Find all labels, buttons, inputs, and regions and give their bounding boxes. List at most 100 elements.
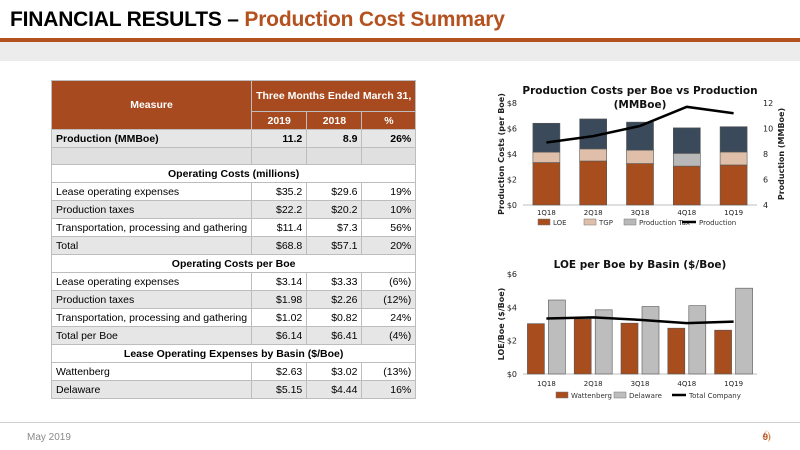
y-tick-label: $2 <box>507 337 517 346</box>
cell-2019: $68.8 <box>251 236 308 255</box>
y2-axis-label: Production (MMBoe) <box>777 108 786 200</box>
cell-2018: $29.6 <box>306 182 363 201</box>
y-tick-label: $4 <box>507 303 517 312</box>
table-row: Wattenberg $2.63 $3.02 (13%) <box>50 362 417 381</box>
row-label: Delaware <box>50 380 253 399</box>
legend-label: Delaware <box>629 392 662 400</box>
y2-tick-label: 12 <box>763 99 773 108</box>
spacer-row <box>50 147 417 165</box>
header-band <box>0 42 800 61</box>
chart1-title: Production Costs per Boe vs Production (… <box>522 85 758 111</box>
cell-2019: $3.14 <box>251 272 308 291</box>
legend-label: TGP <box>598 219 613 227</box>
bar <box>735 287 753 375</box>
bar <box>620 322 639 375</box>
y-tick-label: $2 <box>507 176 517 185</box>
x-tick-label: 2Q18 <box>584 209 603 217</box>
row-label: Lease operating expenses <box>50 182 253 201</box>
table-row: Transportation, processing and gathering… <box>50 308 417 327</box>
cell-2018: $20.2 <box>306 200 363 219</box>
row-label: Production (MMBoe) <box>50 129 253 148</box>
cell-2018: $7.3 <box>306 218 363 237</box>
title-accent: Production Cost Summary <box>244 8 505 31</box>
cell-2019: $35.2 <box>251 182 308 201</box>
row-label: Wattenberg <box>50 362 253 381</box>
bar <box>548 299 566 375</box>
bar-segment <box>719 126 748 153</box>
cell-pct: 20% <box>361 236 417 255</box>
x-tick-label: 1Q18 <box>537 209 556 217</box>
cell-pct: (13%) <box>361 362 417 381</box>
legend-label: LOE <box>553 219 567 227</box>
bar-segment <box>532 122 561 153</box>
y-tick-label: $0 <box>507 370 517 379</box>
table-row: Transportation, processing and gathering… <box>50 218 417 237</box>
legend-swatch <box>555 391 569 399</box>
chart2-title: LOE per Boe by Basin ($/Boe) <box>553 259 727 271</box>
cell-pct: 16% <box>361 380 417 399</box>
cell-pct: 56% <box>361 218 417 237</box>
bar-segment <box>532 162 561 206</box>
cell-pct: 24% <box>361 308 417 327</box>
table-row: Lease operating expenses $35.2 $29.6 19% <box>50 182 417 201</box>
cell-2018: $2.26 <box>306 290 363 309</box>
title-main: FINANCIAL RESULTS – <box>10 8 245 31</box>
cell-2019: $2.63 <box>251 362 308 381</box>
y2-tick-label: 6 <box>763 176 768 185</box>
bar <box>573 318 592 375</box>
cell-pct: 26% <box>361 129 417 148</box>
y2-tick-label: 8 <box>763 150 768 159</box>
slide-title: FINANCIAL RESULTS – Production Cost Summ… <box>10 8 505 32</box>
production-line <box>546 105 734 144</box>
cell-2018: $6.41 <box>306 326 363 345</box>
section-basin: Lease Operating Expenses by Basin ($/Boe… <box>50 344 417 363</box>
row-label: Transportation, processing and gathering <box>50 218 253 237</box>
company-logo-icon <box>762 430 771 442</box>
x-tick-label: 1Q19 <box>724 209 743 217</box>
page-number: 9 <box>763 432 769 442</box>
y-tick-label: $8 <box>507 99 517 108</box>
y-tick-label: $6 <box>507 125 517 134</box>
cell-2019: $6.14 <box>251 326 308 345</box>
bar-segment <box>626 163 654 206</box>
legend-label: Total Company <box>688 392 741 400</box>
x-tick-label: 3Q18 <box>631 209 650 217</box>
cell-2018: $0.82 <box>306 308 363 327</box>
y-tick-label: $6 <box>507 270 517 279</box>
legend-label: Production Tax <box>639 219 690 227</box>
x-tick-label: 1Q19 <box>724 380 743 388</box>
bar <box>641 306 660 375</box>
cell-2019: 11.2 <box>251 129 308 148</box>
bar <box>714 329 732 375</box>
x-tick-label: 3Q18 <box>631 380 650 388</box>
cell-2018: $57.1 <box>306 236 363 255</box>
row-label: Transportation, processing and gathering <box>50 308 253 327</box>
col-2019-header: 2019 <box>251 111 308 130</box>
legend-swatch <box>623 218 637 226</box>
footer-date: May 2019 <box>27 432 71 443</box>
x-tick-label: 1Q18 <box>537 380 556 388</box>
cell-2018: $4.44 <box>306 380 363 399</box>
cell-2018: $3.02 <box>306 362 363 381</box>
table-row: Delaware $5.15 $4.44 16% <box>50 380 417 399</box>
x-tick-label: 4Q18 <box>677 209 696 217</box>
y-tick-label: $0 <box>507 201 517 210</box>
y-tick-label: $4 <box>507 150 517 159</box>
y-axis-label: Production Costs (per Boe) <box>497 93 506 215</box>
bar <box>594 309 613 375</box>
bar <box>688 305 707 375</box>
y-axis-label: LOE/Boe ($/Boe) <box>497 288 506 361</box>
bar-segment <box>719 164 748 206</box>
x-tick-label: 4Q18 <box>677 380 696 388</box>
legend-label: Wattenberg <box>571 392 612 400</box>
section-row: Lease Operating Expenses by Basin ($/Boe… <box>50 344 417 363</box>
cell-2019: $11.4 <box>251 218 308 237</box>
bar-segment <box>672 165 701 206</box>
table-row: Total $68.8 $57.1 20% <box>50 236 417 255</box>
y2-tick-label: 10 <box>763 125 773 134</box>
cell-2019: $1.98 <box>251 290 308 309</box>
total-company-line <box>546 316 734 325</box>
legend-swatch <box>537 218 551 226</box>
col-2018-header: 2018 <box>306 111 363 130</box>
